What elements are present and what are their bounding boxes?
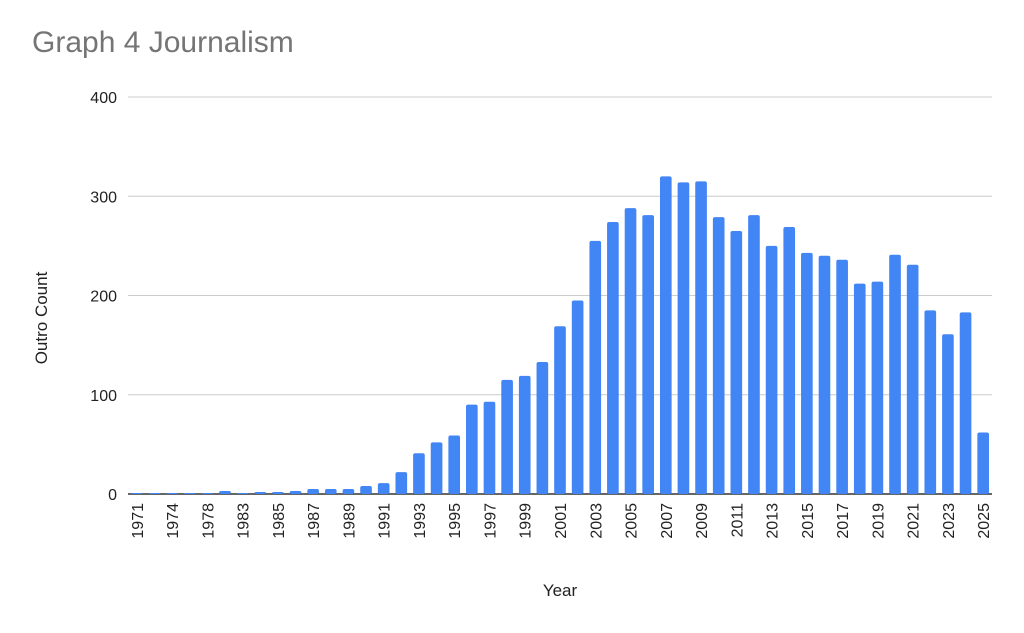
bar-1971 (130, 493, 143, 495)
x-tick-label: 1974 (165, 503, 182, 539)
x-tick-label: 2021 (906, 503, 923, 539)
bar-2003 (589, 240, 602, 494)
bar-2020 (889, 254, 901, 494)
x-tick-label: 2025 (976, 503, 993, 539)
y-tick-label: 200 (90, 289, 117, 306)
bar-2022 (924, 310, 937, 494)
bar-2014 (783, 227, 796, 494)
bar-2010 (712, 217, 725, 494)
bar-2002 (571, 300, 584, 494)
y-tick-label: 100 (90, 388, 117, 405)
bar-1995 (448, 435, 461, 494)
x-tick-label: 1971 (130, 503, 147, 539)
bar-2008 (677, 182, 690, 495)
y-tick-label: 300 (90, 189, 117, 206)
x-tick-label: 1999 (518, 503, 535, 539)
bar-2012 (748, 215, 760, 495)
bar-2006 (642, 215, 654, 495)
bar-2013 (765, 245, 778, 494)
x-tick-label: 2015 (800, 503, 817, 539)
chart-title: Graph 4 Journalism (32, 26, 294, 59)
bar-1993 (413, 453, 425, 494)
x-tick-label: 2009 (694, 503, 711, 539)
bar-1986 (289, 491, 302, 494)
x-tick-label: 1987 (306, 503, 323, 539)
bar-1992 (395, 472, 408, 494)
bar-1981 (219, 491, 231, 494)
y-tick-label: 0 (108, 487, 117, 504)
x-tick-label: 2007 (659, 503, 676, 539)
x-tick-label: 2005 (624, 503, 641, 539)
bar-1985 (272, 492, 284, 494)
bar-2019 (871, 281, 884, 494)
bar-2018 (853, 283, 866, 494)
x-tick-label: 2013 (765, 503, 782, 539)
bar-2000 (536, 361, 549, 494)
bar-2015 (801, 252, 813, 494)
bar-2005 (624, 208, 637, 494)
x-tick-label: 1997 (482, 503, 499, 539)
bar-1974 (166, 493, 178, 495)
bar-1990 (360, 486, 372, 494)
x-tick-label: 1991 (377, 503, 394, 539)
bar-1994 (430, 442, 443, 494)
bar-2025 (977, 432, 990, 494)
x-tick-label: 1978 (200, 503, 217, 539)
x-tick-label: 1983 (236, 503, 253, 539)
x-tick-label: 2001 (553, 503, 570, 539)
y-tick-label: 400 (90, 90, 117, 107)
bar-1998 (501, 379, 513, 494)
bar-1978 (201, 493, 214, 495)
x-tick-label: 1993 (412, 503, 429, 539)
bar-2016 (818, 255, 831, 494)
bar-2011 (730, 230, 743, 495)
x-tick-label: 2019 (870, 503, 887, 539)
bar-2021 (906, 264, 919, 494)
bar-1976 (183, 493, 196, 495)
x-tick-label: 1985 (271, 503, 288, 539)
x-axis-title: Year (543, 581, 578, 600)
bar-2001 (554, 326, 566, 494)
bar-1983 (236, 493, 249, 495)
bar-2004 (607, 222, 619, 494)
x-tick-label: 2023 (941, 503, 958, 539)
bar-2017 (836, 259, 848, 494)
bar-2007 (659, 176, 672, 494)
bar-2023 (942, 334, 954, 494)
bar-2024 (959, 312, 972, 494)
bar-1989 (342, 489, 355, 494)
bar-1991 (377, 483, 390, 494)
y-axis-title: Outro Count (32, 271, 51, 364)
x-tick-label: 1995 (447, 503, 464, 539)
bar-1999 (518, 375, 531, 494)
x-tick-label: 1989 (341, 503, 358, 539)
x-tick-label: 2017 (835, 503, 852, 539)
bar-1996 (466, 404, 478, 494)
bar-2009 (695, 181, 707, 495)
bar-1988 (324, 489, 337, 494)
bar-1987 (307, 489, 319, 494)
x-tick-label: 2003 (588, 503, 605, 539)
bar-1973 (148, 493, 161, 495)
bar-1997 (483, 401, 496, 494)
x-tick-label: 2011 (729, 503, 746, 538)
bar-1984 (254, 492, 267, 494)
